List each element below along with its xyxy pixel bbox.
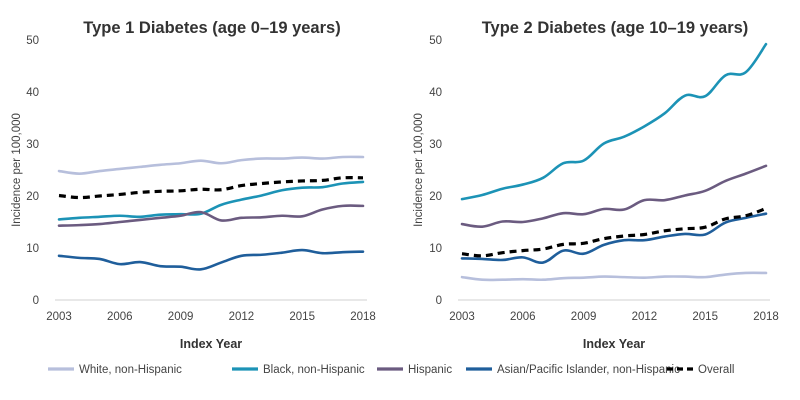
x-tick-label: 2018	[350, 311, 376, 323]
x-axis-title: Index Year	[583, 337, 645, 351]
legend-label: Asian/Pacific Islander, non-Hispanic	[497, 364, 680, 376]
legend-label: Overall	[698, 364, 734, 376]
chart-title: Type 2 Diabetes (age 10–19 years)	[482, 19, 749, 37]
legend-item: Overall	[667, 364, 734, 376]
legend-label: Black, non-Hispanic	[263, 364, 365, 376]
x-tick-label: 2012	[229, 311, 255, 323]
series-line-asian-pacific-islander-non-hispanic	[460, 212, 768, 265]
x-tick-label: 2003	[449, 311, 475, 323]
y-tick-label: 40	[26, 87, 39, 99]
x-axis-title: Index Year	[180, 337, 242, 351]
chart-title: Type 1 Diabetes (age 0–19 years)	[83, 19, 340, 37]
y-axis-label: Incidence per 100,000	[11, 113, 23, 227]
y-tick-label: 10	[429, 243, 442, 255]
series-line-hispanic	[57, 204, 365, 227]
series-line-white-non-hispanic	[460, 271, 768, 282]
x-tick-label: 2003	[46, 311, 72, 323]
y-tick-label: 20	[429, 191, 442, 203]
x-tick-label: 2015	[289, 311, 315, 323]
y-tick-label: 20	[26, 191, 39, 203]
chart-panel-1: Type 1 Diabetes (age 0–19 years) 0 10 20 30 4…	[11, 19, 376, 351]
series-line-asian-pacific-islander-non-hispanic	[57, 248, 365, 271]
legend-label: White, non-Hispanic	[79, 364, 182, 376]
series-line-hispanic	[460, 164, 768, 229]
x-tick-label: 2015	[692, 311, 718, 323]
legend-item: Hispanic	[377, 364, 452, 376]
y-tick-label: 50	[429, 35, 442, 47]
chart-panels: Type 1 Diabetes (age 0–19 years) 0 10 20 30 4…	[11, 19, 779, 351]
chart-panel-2: Type 2 Diabetes (age 10–19 years) 0 10 20 30…	[413, 19, 779, 351]
x-tick-label: 2018	[753, 311, 779, 323]
y-tick-label: 40	[429, 87, 442, 99]
y-axis-label: Incidence per 100,000	[413, 113, 425, 227]
legend-item: Asian/Pacific Islander, non-Hispanic	[466, 364, 680, 376]
x-tick-label: 2009	[168, 311, 194, 323]
series-line-overall	[461, 206, 767, 258]
x-tick-label: 2006	[107, 311, 133, 323]
x-tick-label: 2009	[571, 311, 597, 323]
legend-label: Hispanic	[408, 364, 452, 376]
y-tick-label: 0	[33, 295, 39, 307]
legend-item: Black, non-Hispanic	[232, 364, 365, 376]
series-line-white-non-hispanic	[57, 155, 365, 175]
y-tick-label: 30	[26, 139, 39, 151]
series-line-overall	[58, 175, 364, 200]
x-tick-label: 2012	[632, 311, 658, 323]
series-line-black-non-hispanic	[460, 42, 768, 201]
y-tick-label: 30	[429, 139, 442, 151]
x-tick-label: 2006	[510, 311, 536, 323]
y-tick-label: 50	[26, 35, 39, 47]
legend-item: White, non-Hispanic	[48, 364, 182, 376]
legend: White, non-Hispanic Black, non-Hispanic Hi…	[48, 364, 734, 376]
y-tick-label: 10	[26, 243, 39, 255]
y-tick-label: 0	[436, 295, 442, 307]
series-line-black-non-hispanic	[57, 180, 365, 221]
